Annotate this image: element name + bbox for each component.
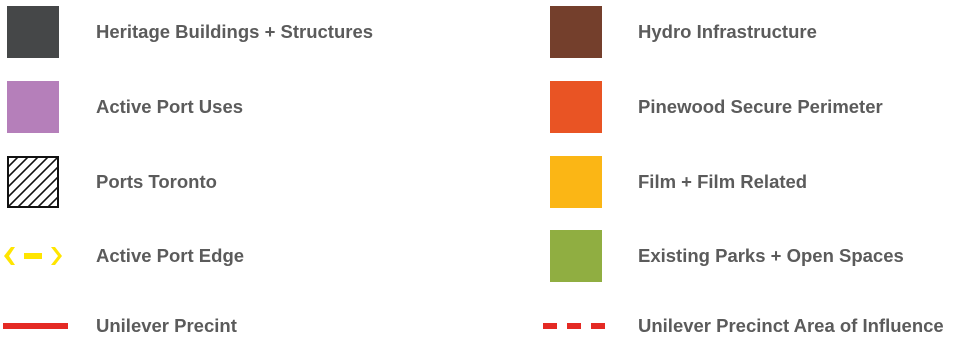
legend-item-active-port-uses: Active Port Uses — [0, 81, 480, 133]
active-port-edge-label: Active Port Edge — [96, 245, 245, 266]
film-related-swatch — [550, 156, 602, 208]
hydro-infrastructure-swatch — [550, 6, 602, 58]
existing-parks-swatch — [550, 230, 602, 282]
legend-item-film-related: Film + Film Related — [540, 156, 970, 208]
pinewood-secure-perimeter-swatch — [550, 81, 602, 133]
hydro-infrastructure-label: Hydro Infrastructure — [638, 21, 817, 42]
active-port-edge-line-symbol — [4, 247, 62, 265]
legend-item-unilever-precint: Unilever Precint — [0, 303, 480, 355]
existing-parks-label: Existing Parks + Open Spaces — [638, 245, 904, 266]
unilever-precint-line-symbol — [3, 323, 68, 329]
legend-item-ports-toronto: Ports Toronto — [0, 156, 480, 208]
legend-item-existing-parks: Existing Parks + Open Spaces — [540, 230, 970, 282]
ports-toronto-label: Ports Toronto — [96, 171, 217, 192]
legend-item-unilever-area-of-influence: Unilever Precinct Area of Influence — [540, 303, 970, 355]
active-port-uses-swatch — [7, 81, 59, 133]
active-port-uses-label: Active Port Uses — [96, 96, 244, 117]
ports-toronto-hatch-swatch — [7, 156, 59, 208]
film-related-label: Film + Film Related — [638, 171, 808, 192]
unilever-precint-label: Unilever Precint — [96, 315, 237, 336]
unilever-area-of-influence-dashed-symbol — [543, 323, 605, 329]
unilever-area-of-influence-label: Unilever Precinct Area of Influence — [638, 315, 944, 336]
heritage-buildings-label: Heritage Buildings + Structures — [96, 21, 374, 42]
legend-item-hydro-infrastructure: Hydro Infrastructure — [540, 6, 970, 58]
pinewood-secure-perimeter-label: Pinewood Secure Perimeter — [638, 96, 883, 117]
legend-item-pinewood-secure-perimeter: Pinewood Secure Perimeter — [540, 81, 970, 133]
heritage-buildings-swatch — [7, 6, 59, 58]
legend-item-heritage-buildings: Heritage Buildings + Structures — [0, 6, 480, 58]
legend-item-active-port-edge: Active Port Edge — [0, 230, 480, 282]
